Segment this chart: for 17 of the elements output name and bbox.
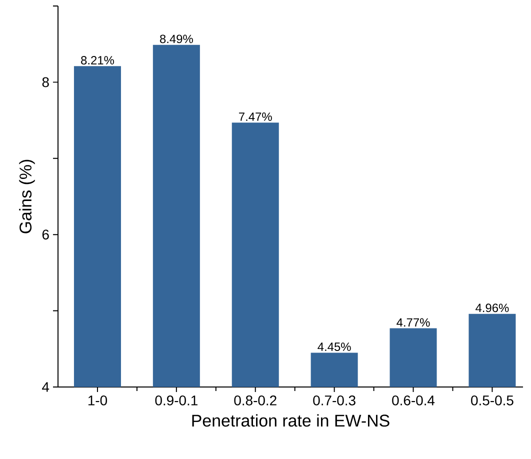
data-label: 8.49%	[160, 34, 193, 44]
x-tick-label: 0.7-0.3	[313, 395, 356, 406]
x-tick-label: 0.8-0.2	[234, 395, 276, 406]
y-tick-label: 8	[42, 77, 49, 88]
x-tick-label: 0.6-0.4	[392, 395, 435, 406]
y-tick-label: 4	[42, 382, 50, 392]
y-tick-label: 6	[42, 230, 49, 240]
data-label: 4.45%	[318, 342, 351, 351]
x-tick-label: 1-0	[88, 395, 108, 406]
x-tick-label: 0.5-0.5	[471, 395, 514, 406]
data-label: 8.21%	[81, 56, 114, 64]
y-axis-title: Gains (%)	[19, 160, 35, 234]
x-axis-title: Penetration rate in EW-NS	[192, 414, 390, 427]
data-label: 7.47%	[239, 112, 272, 121]
x-tick-label: 0.9-0.1	[155, 395, 198, 406]
data-label: 4.77%	[396, 318, 430, 327]
data-label: 4.96%	[476, 304, 509, 312]
